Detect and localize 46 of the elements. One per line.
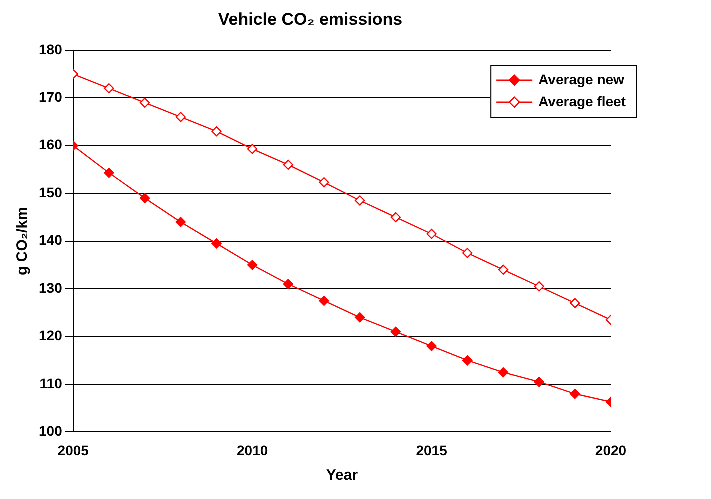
- point: [462, 248, 473, 258]
- legend-label: Average new: [538, 71, 625, 88]
- y-tick-label: 130: [39, 280, 63, 296]
- point: [212, 238, 222, 249]
- point: [390, 326, 402, 338]
- point: [319, 178, 330, 188]
- point: [426, 341, 437, 352]
- point: [355, 196, 366, 206]
- point: [462, 356, 473, 366]
- y-tick-label: 180: [39, 41, 63, 58]
- y-tick-label: 150: [39, 184, 63, 200]
- point: [140, 193, 150, 204]
- chart-title: Vehicle CO₂ emissions: [218, 10, 403, 29]
- y-axis-title: g CO₂/km: [14, 207, 32, 276]
- point: [176, 112, 186, 122]
- x-tick-label: 2005: [58, 442, 90, 458]
- point: [534, 376, 544, 388]
- x-tick-label: 2010: [236, 442, 268, 458]
- point: [176, 217, 186, 228]
- point: [498, 367, 509, 378]
- point: [534, 282, 544, 292]
- point: [570, 298, 580, 308]
- y-tick-label: 160: [39, 136, 63, 153]
- point: [283, 160, 294, 170]
- point: [426, 229, 437, 240]
- point: [498, 264, 509, 276]
- point: [104, 168, 114, 178]
- point: [247, 260, 258, 270]
- point: [390, 212, 402, 223]
- legend-label: Average fleet: [538, 93, 626, 110]
- point: [283, 279, 294, 290]
- x-tick-label: 2015: [416, 442, 448, 458]
- y-tick-label: 140: [39, 232, 63, 248]
- point: [247, 144, 258, 154]
- point: [355, 312, 366, 323]
- y-tick-label: 120: [39, 328, 63, 344]
- y-tick-label: 110: [40, 375, 63, 392]
- point: [140, 98, 150, 108]
- y-tick-label: 100: [39, 423, 63, 440]
- point: [570, 388, 580, 400]
- point: [319, 296, 330, 306]
- x-tick-label: 2020: [595, 442, 627, 458]
- x-axis-title: Year: [326, 467, 358, 484]
- point: [104, 83, 114, 94]
- point: [212, 126, 222, 137]
- y-tick-label: 170: [39, 88, 63, 105]
